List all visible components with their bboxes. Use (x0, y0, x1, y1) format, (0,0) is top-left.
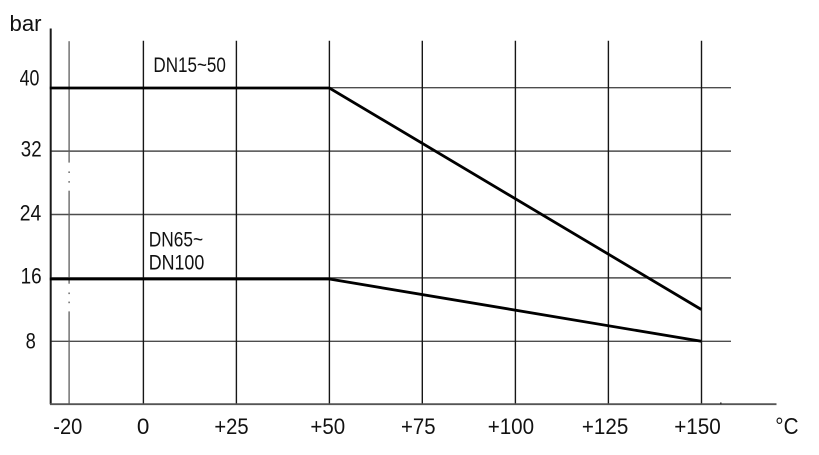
svg-text:DN100: DN100 (149, 252, 205, 275)
svg-text:+50: +50 (310, 414, 345, 439)
svg-text:40: 40 (20, 66, 40, 91)
svg-text:+25: +25 (214, 414, 248, 439)
svg-text:-20: -20 (53, 414, 82, 439)
svg-text:+100: +100 (488, 414, 534, 439)
svg-text:0: 0 (137, 414, 150, 439)
svg-text:DN65~: DN65~ (149, 229, 203, 252)
svg-text:+75: +75 (401, 414, 436, 439)
svg-text:°C: °C (775, 413, 798, 439)
svg-text:32: 32 (21, 137, 42, 162)
svg-text:+150: +150 (674, 414, 721, 439)
svg-text:+125: +125 (582, 414, 628, 439)
svg-text:8: 8 (26, 328, 36, 353)
svg-text:DN15~50: DN15~50 (153, 54, 226, 77)
svg-text:24: 24 (20, 201, 42, 226)
svg-text:bar: bar (10, 11, 42, 36)
svg-text:16: 16 (21, 264, 42, 289)
